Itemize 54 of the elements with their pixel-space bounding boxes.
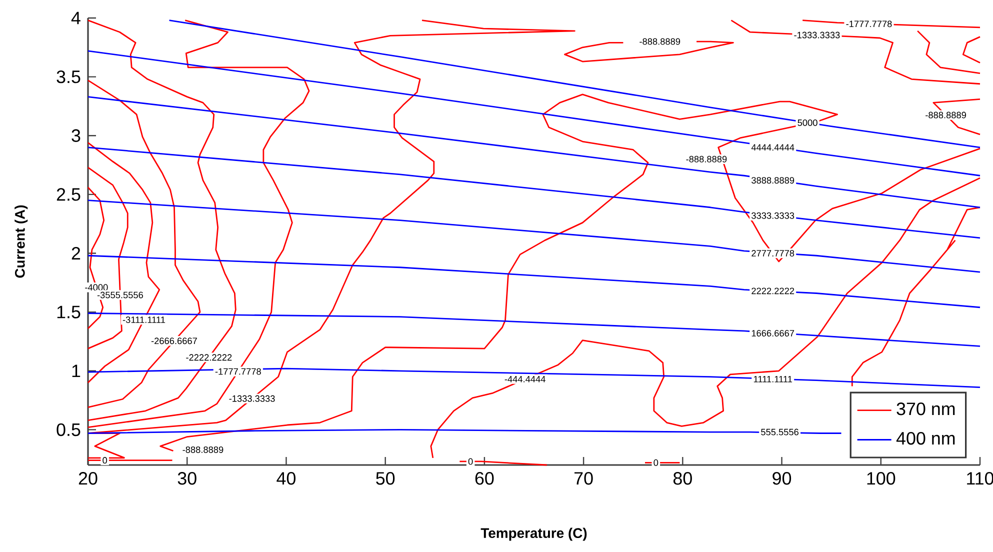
annotation: 0	[654, 459, 658, 466]
annotation: -1777.7778	[846, 20, 892, 28]
legend-label: 400 nm	[896, 432, 955, 445]
x-tick-label: 20	[78, 472, 98, 485]
y-tick-label: 1.5	[57, 306, 80, 318]
x-axis-title: Temperature (C)	[480, 528, 587, 541]
annotation: -2666.6667	[151, 338, 197, 344]
annotation: 0	[102, 457, 108, 464]
x-tick-label: 70	[574, 472, 593, 485]
annotation: -888.8889	[926, 112, 966, 118]
annotation: 3333.3333	[752, 212, 794, 219]
annotation: -888.8889	[686, 156, 727, 162]
line-series	[87, 96, 981, 208]
y-tick-label: 4	[71, 12, 80, 24]
line-series	[87, 368, 981, 388]
line-series	[168, 20, 981, 148]
annotation: 3888.8889	[752, 177, 794, 184]
annotation: 2222.2222	[752, 288, 794, 294]
annotation: 0	[468, 458, 473, 465]
annotation: -1333.3333	[794, 32, 840, 38]
annotation: -888.8889	[182, 446, 224, 453]
y-tick-label: 3	[72, 129, 80, 142]
x-tick-label: 40	[276, 472, 296, 485]
y-tick-label: 3.5	[56, 70, 80, 84]
legend-label: 370 nm	[896, 402, 955, 416]
line-series	[87, 254, 981, 308]
annotation: 555.5556	[761, 428, 798, 436]
line-series	[87, 312, 981, 347]
annotation: -444.4444	[504, 376, 546, 382]
y-axis-title: Current (A)	[14, 205, 28, 278]
y-tick-label: 2.5	[56, 188, 80, 201]
x-tick-label: 60	[475, 472, 494, 485]
annotation: -888.8889	[640, 38, 680, 45]
annotation: -3555.5556	[97, 292, 143, 298]
y-tick-label: 0.5	[56, 423, 80, 436]
y-tick-label: 2	[72, 246, 80, 260]
x-tick-label: 30	[178, 472, 196, 485]
line-series	[87, 50, 981, 176]
annotation: 2777.7778	[752, 250, 794, 257]
annotation: -1777.7778	[215, 368, 261, 375]
annotation: -4000	[85, 284, 108, 291]
y-tick-label: 1	[72, 364, 80, 378]
annotation: 1111.1111	[754, 376, 792, 382]
annotation: 5000	[798, 119, 818, 126]
annotation: -1333.3333	[229, 395, 275, 402]
annotation: 1666.6667	[752, 330, 794, 336]
x-tick-label: 100	[867, 472, 896, 485]
line-series	[87, 200, 981, 273]
annotation: 4444.4444	[751, 144, 794, 151]
annotation: -2222.2222	[186, 354, 232, 361]
x-tick-label: 50	[376, 472, 395, 485]
x-tick-label: 90	[772, 472, 792, 485]
annotation: -3111.1111	[122, 316, 166, 323]
x-tick-label: 80	[673, 472, 692, 485]
